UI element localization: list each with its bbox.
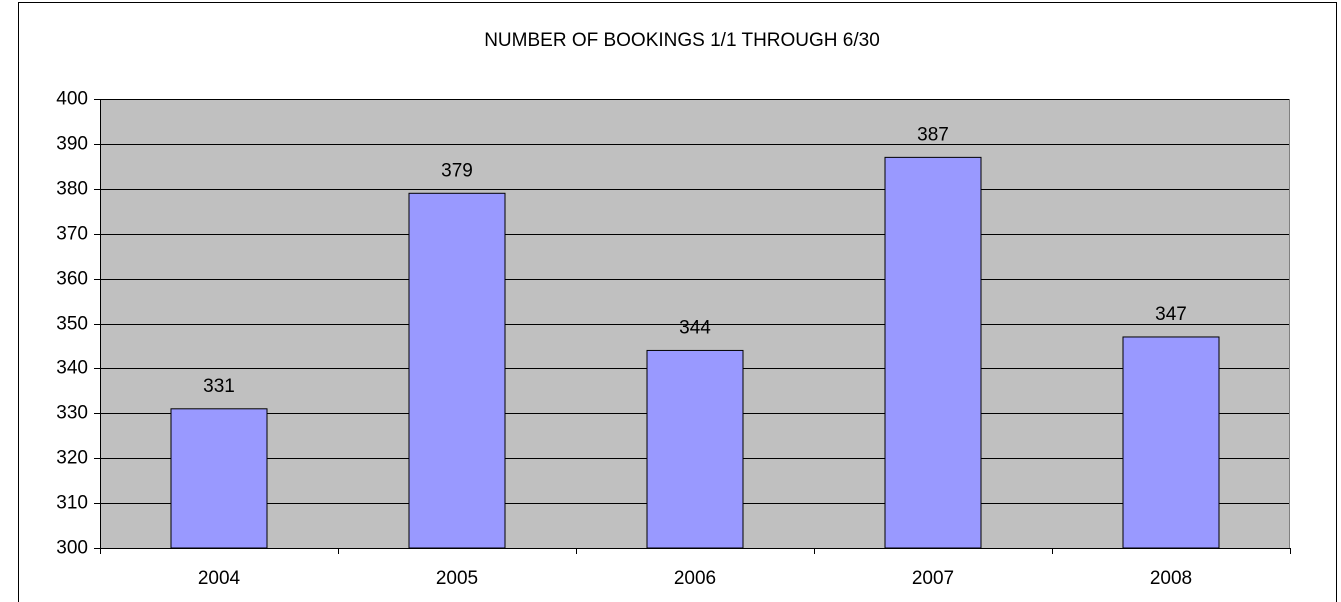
y-tick-label: 340 bbox=[56, 358, 88, 379]
data-label: 347 bbox=[1155, 304, 1187, 325]
y-tick-label: 360 bbox=[56, 269, 88, 290]
x-tick-label: 2005 bbox=[436, 568, 478, 589]
y-tick-label: 330 bbox=[56, 403, 88, 424]
y-tick-label: 320 bbox=[56, 448, 88, 469]
bar bbox=[646, 349, 744, 549]
bar bbox=[170, 408, 268, 549]
y-tick-label: 390 bbox=[56, 134, 88, 155]
y-tick-label: 400 bbox=[56, 89, 88, 110]
data-label: 379 bbox=[441, 160, 473, 181]
y-tick-label: 350 bbox=[56, 314, 88, 335]
y-tick-label: 300 bbox=[56, 538, 88, 559]
data-label: 344 bbox=[679, 317, 711, 338]
data-label: 387 bbox=[917, 124, 949, 145]
y-tick-label: 310 bbox=[56, 493, 88, 514]
x-tick-label: 2006 bbox=[674, 568, 716, 589]
bar bbox=[408, 192, 506, 549]
data-label: 331 bbox=[203, 376, 235, 397]
bar bbox=[884, 156, 982, 549]
x-tick-label: 2007 bbox=[912, 568, 954, 589]
x-tick-label: 2008 bbox=[1150, 568, 1192, 589]
y-tick-label: 380 bbox=[56, 179, 88, 200]
chart-title: NUMBER OF BOOKINGS 1/1 THROUGH 6/30 bbox=[484, 30, 880, 51]
bar bbox=[1122, 336, 1220, 549]
y-tick-label: 370 bbox=[56, 224, 88, 245]
x-tick-label: 2004 bbox=[198, 568, 241, 589]
chart-border bbox=[18, 2, 1337, 602]
